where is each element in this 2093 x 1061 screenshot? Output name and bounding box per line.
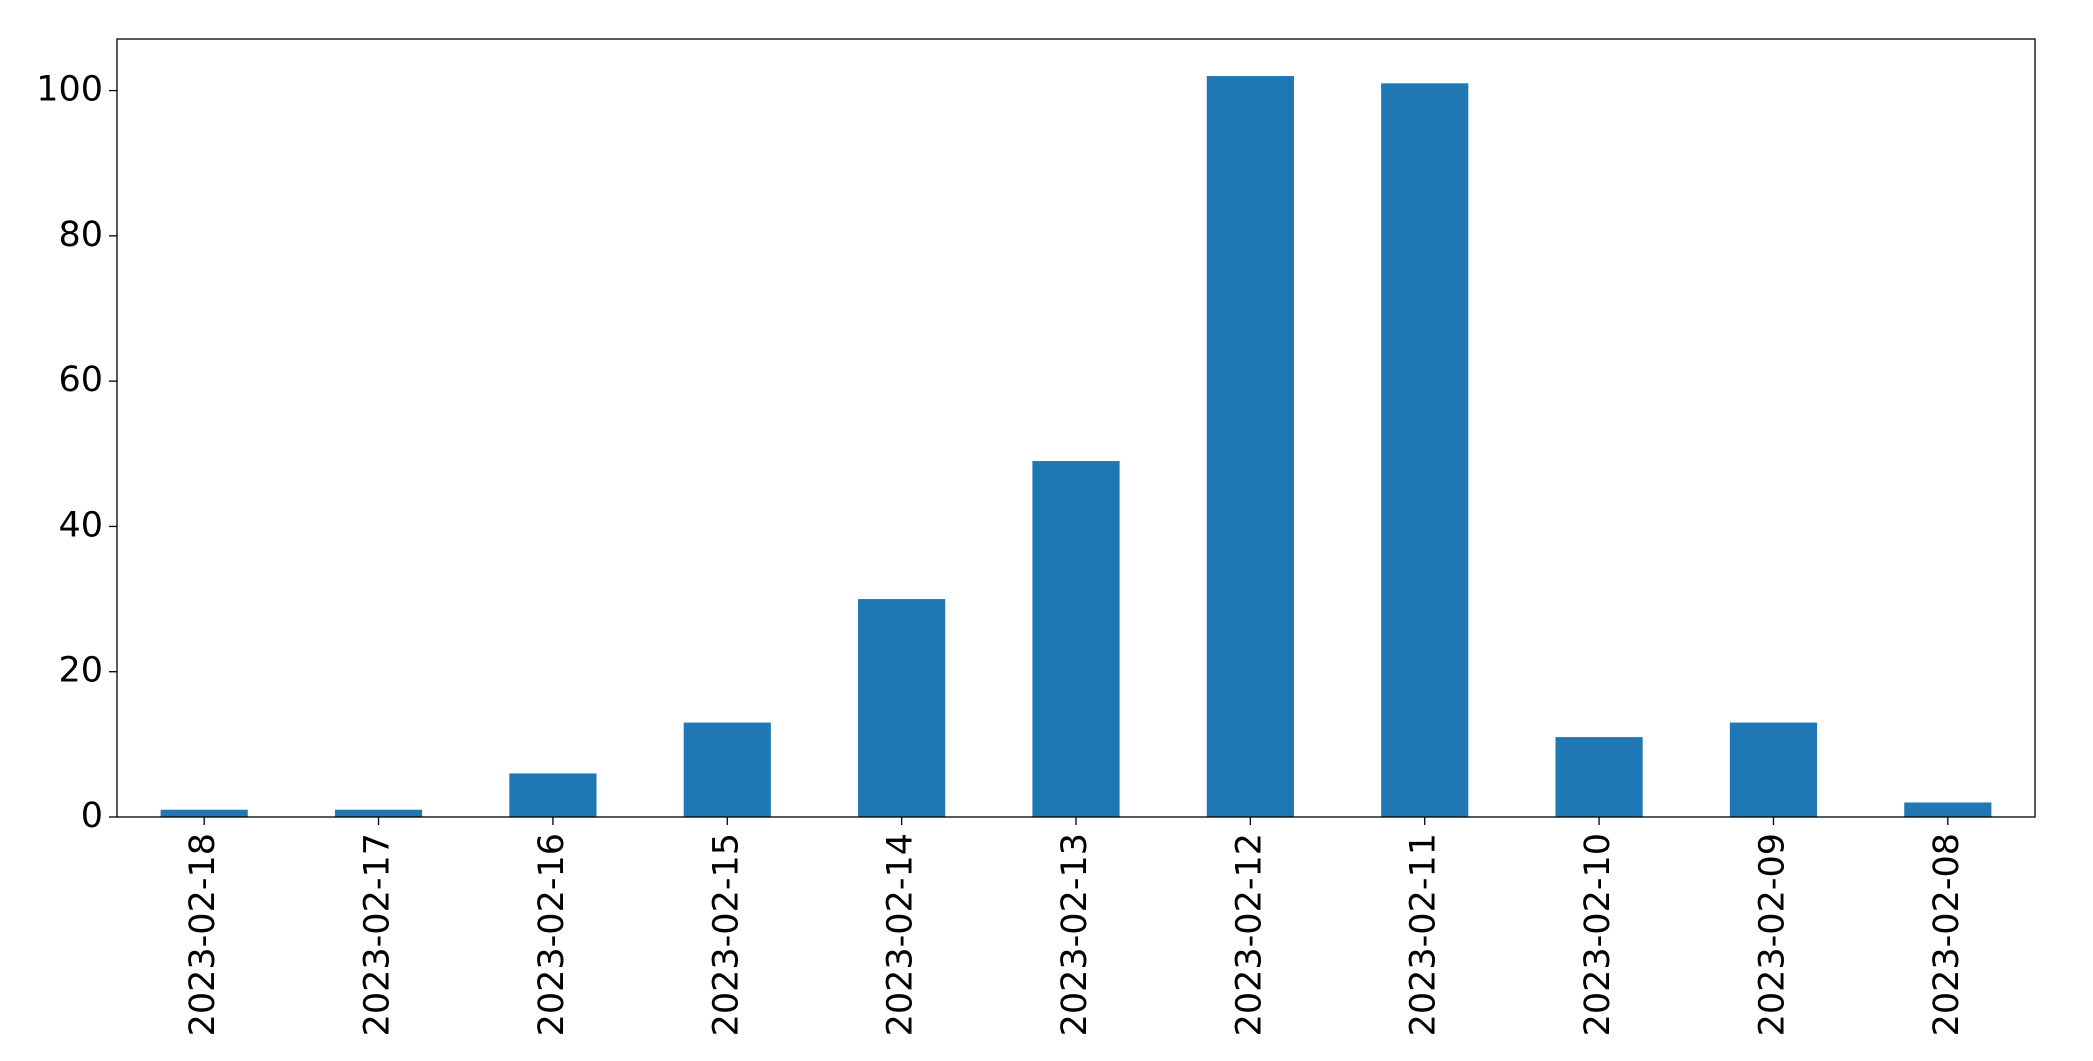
- x-tick-label: 2023-02-16: [532, 833, 572, 1036]
- y-tick-label: 0: [81, 796, 103, 836]
- y-tick-label: 60: [58, 360, 103, 400]
- bar: [1206, 76, 1294, 818]
- y-tick-label: 40: [58, 505, 103, 545]
- plot-frame: [116, 38, 2036, 818]
- x-tick-label: 2023-02-14: [881, 833, 921, 1036]
- x-tick-label: 2023-02-13: [1055, 833, 1095, 1036]
- bar: [160, 809, 248, 817]
- y-tick-label: 20: [58, 651, 103, 691]
- y-tick-label: 80: [58, 215, 103, 255]
- bar: [1904, 802, 1992, 817]
- bar: [1729, 722, 1818, 817]
- bar: [683, 722, 771, 817]
- x-tick-label: 2023-02-11: [1404, 833, 1444, 1036]
- x-tick-label: 2023-02-10: [1578, 833, 1618, 1036]
- y-tick-label: 100: [36, 70, 103, 110]
- bar: [1555, 737, 1643, 817]
- x-tick-label: 2023-02-17: [358, 833, 398, 1036]
- x-tick-label: 2023-02-09: [1752, 833, 1792, 1036]
- x-tick-label: 2023-02-12: [1229, 833, 1269, 1036]
- bar: [858, 599, 946, 817]
- bar: [1381, 83, 1469, 817]
- x-tick-label: 2023-02-18: [183, 833, 223, 1036]
- bar: [334, 809, 423, 817]
- bar: [509, 773, 597, 817]
- x-tick-label: 2023-02-08: [1927, 833, 1967, 1036]
- x-tick-label: 2023-02-15: [706, 833, 746, 1036]
- bar: [1032, 461, 1120, 817]
